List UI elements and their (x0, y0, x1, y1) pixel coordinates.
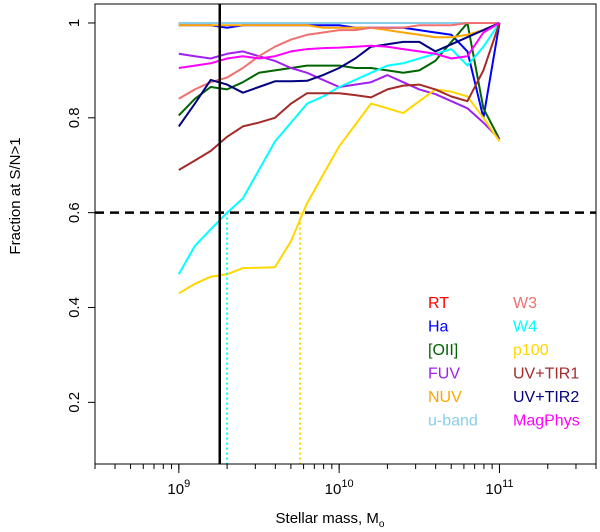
legend-entry: [OII] (428, 342, 458, 359)
legend-entry: W3 (513, 295, 537, 312)
legend-entry: NUV (428, 389, 462, 406)
series-line-nuv (178, 22, 500, 39)
series-line-uv-tir2 (177, 22, 500, 127)
legend-entry: UV+TIR1 (513, 366, 579, 383)
x-axis-label: Stellar mass, Mo (276, 510, 385, 530)
legend-entry: Ha (428, 319, 449, 336)
x-tick-label: 109 (167, 478, 190, 498)
plot-frame (94, 3, 597, 465)
legend-entry: u-band (428, 413, 478, 430)
legend-entry: MagPhys (513, 413, 580, 430)
y-tick-label: 0.2 (66, 392, 83, 413)
y-tick-label: 0.4 (66, 297, 83, 318)
x-tick-label: 1010 (325, 478, 354, 498)
y-axis-label: Fraction at S/N>1 (7, 137, 24, 254)
legend-entry: W4 (513, 319, 537, 336)
series-line-w3 (178, 22, 500, 100)
x-tick-label: 1011 (485, 478, 513, 498)
axes: 0.2 0.4 0.6 0.8 1 109 1010 1011 (66, 19, 597, 498)
y-tick-label: 1 (66, 19, 83, 27)
series-line-uv-tir1 (178, 22, 501, 171)
y-tick-label: 0.6 (66, 202, 83, 223)
series-line-magphys (178, 22, 501, 69)
series-line-w4 (177, 22, 501, 275)
legend-entry: UV+TIR2 (513, 389, 579, 406)
y-tick-label: 0.8 (66, 107, 83, 128)
plot-lines (95, 4, 596, 464)
series-line-fuv (178, 50, 501, 140)
series-line-ha (178, 22, 501, 119)
series-line-oii (178, 22, 501, 140)
legend-entry: FUV (428, 366, 460, 383)
legend: RT Ha [OII] FUV NUV u-band W3 W4 p100 UV+TIR1 UV+T… (428, 295, 580, 430)
legend-entry: p100 (513, 342, 549, 359)
legend-entry: RT (428, 295, 449, 312)
x-axis-label-subscript: o (379, 519, 385, 530)
series-line-p100 (178, 88, 501, 295)
